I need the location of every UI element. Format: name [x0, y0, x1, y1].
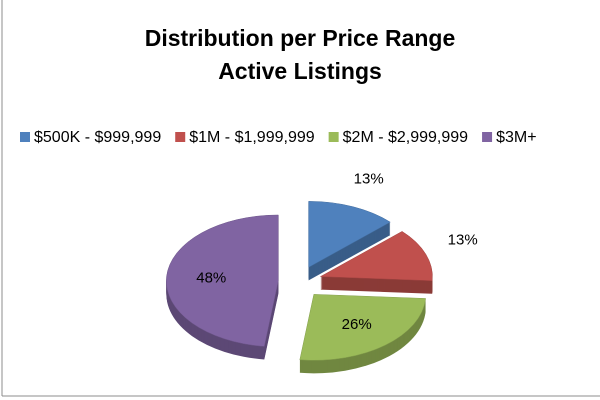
legend-label: $500K - $999,999 — [34, 129, 161, 146]
slice — [308, 201, 391, 268]
slice — [319, 231, 433, 281]
legend-swatch — [482, 132, 493, 142]
data-label: 26% — [342, 316, 372, 333]
legend-label: $1M - $1,999,999 — [189, 129, 315, 146]
data-label: 48% — [196, 269, 226, 286]
legend-swatch — [175, 132, 186, 142]
data-label: 13% — [354, 171, 384, 188]
legend-swatch — [20, 132, 30, 142]
chart-subtitle: Active Listings — [218, 58, 382, 84]
legend-swatch — [328, 132, 339, 142]
slice — [166, 214, 279, 347]
legend-label: $3M+ — [496, 129, 536, 146]
chart-title: Distribution per Price Range — [145, 25, 456, 51]
legend-label: $2M - $2,999,999 — [343, 129, 469, 146]
slice — [299, 294, 426, 361]
data-label: 13% — [448, 231, 478, 248]
